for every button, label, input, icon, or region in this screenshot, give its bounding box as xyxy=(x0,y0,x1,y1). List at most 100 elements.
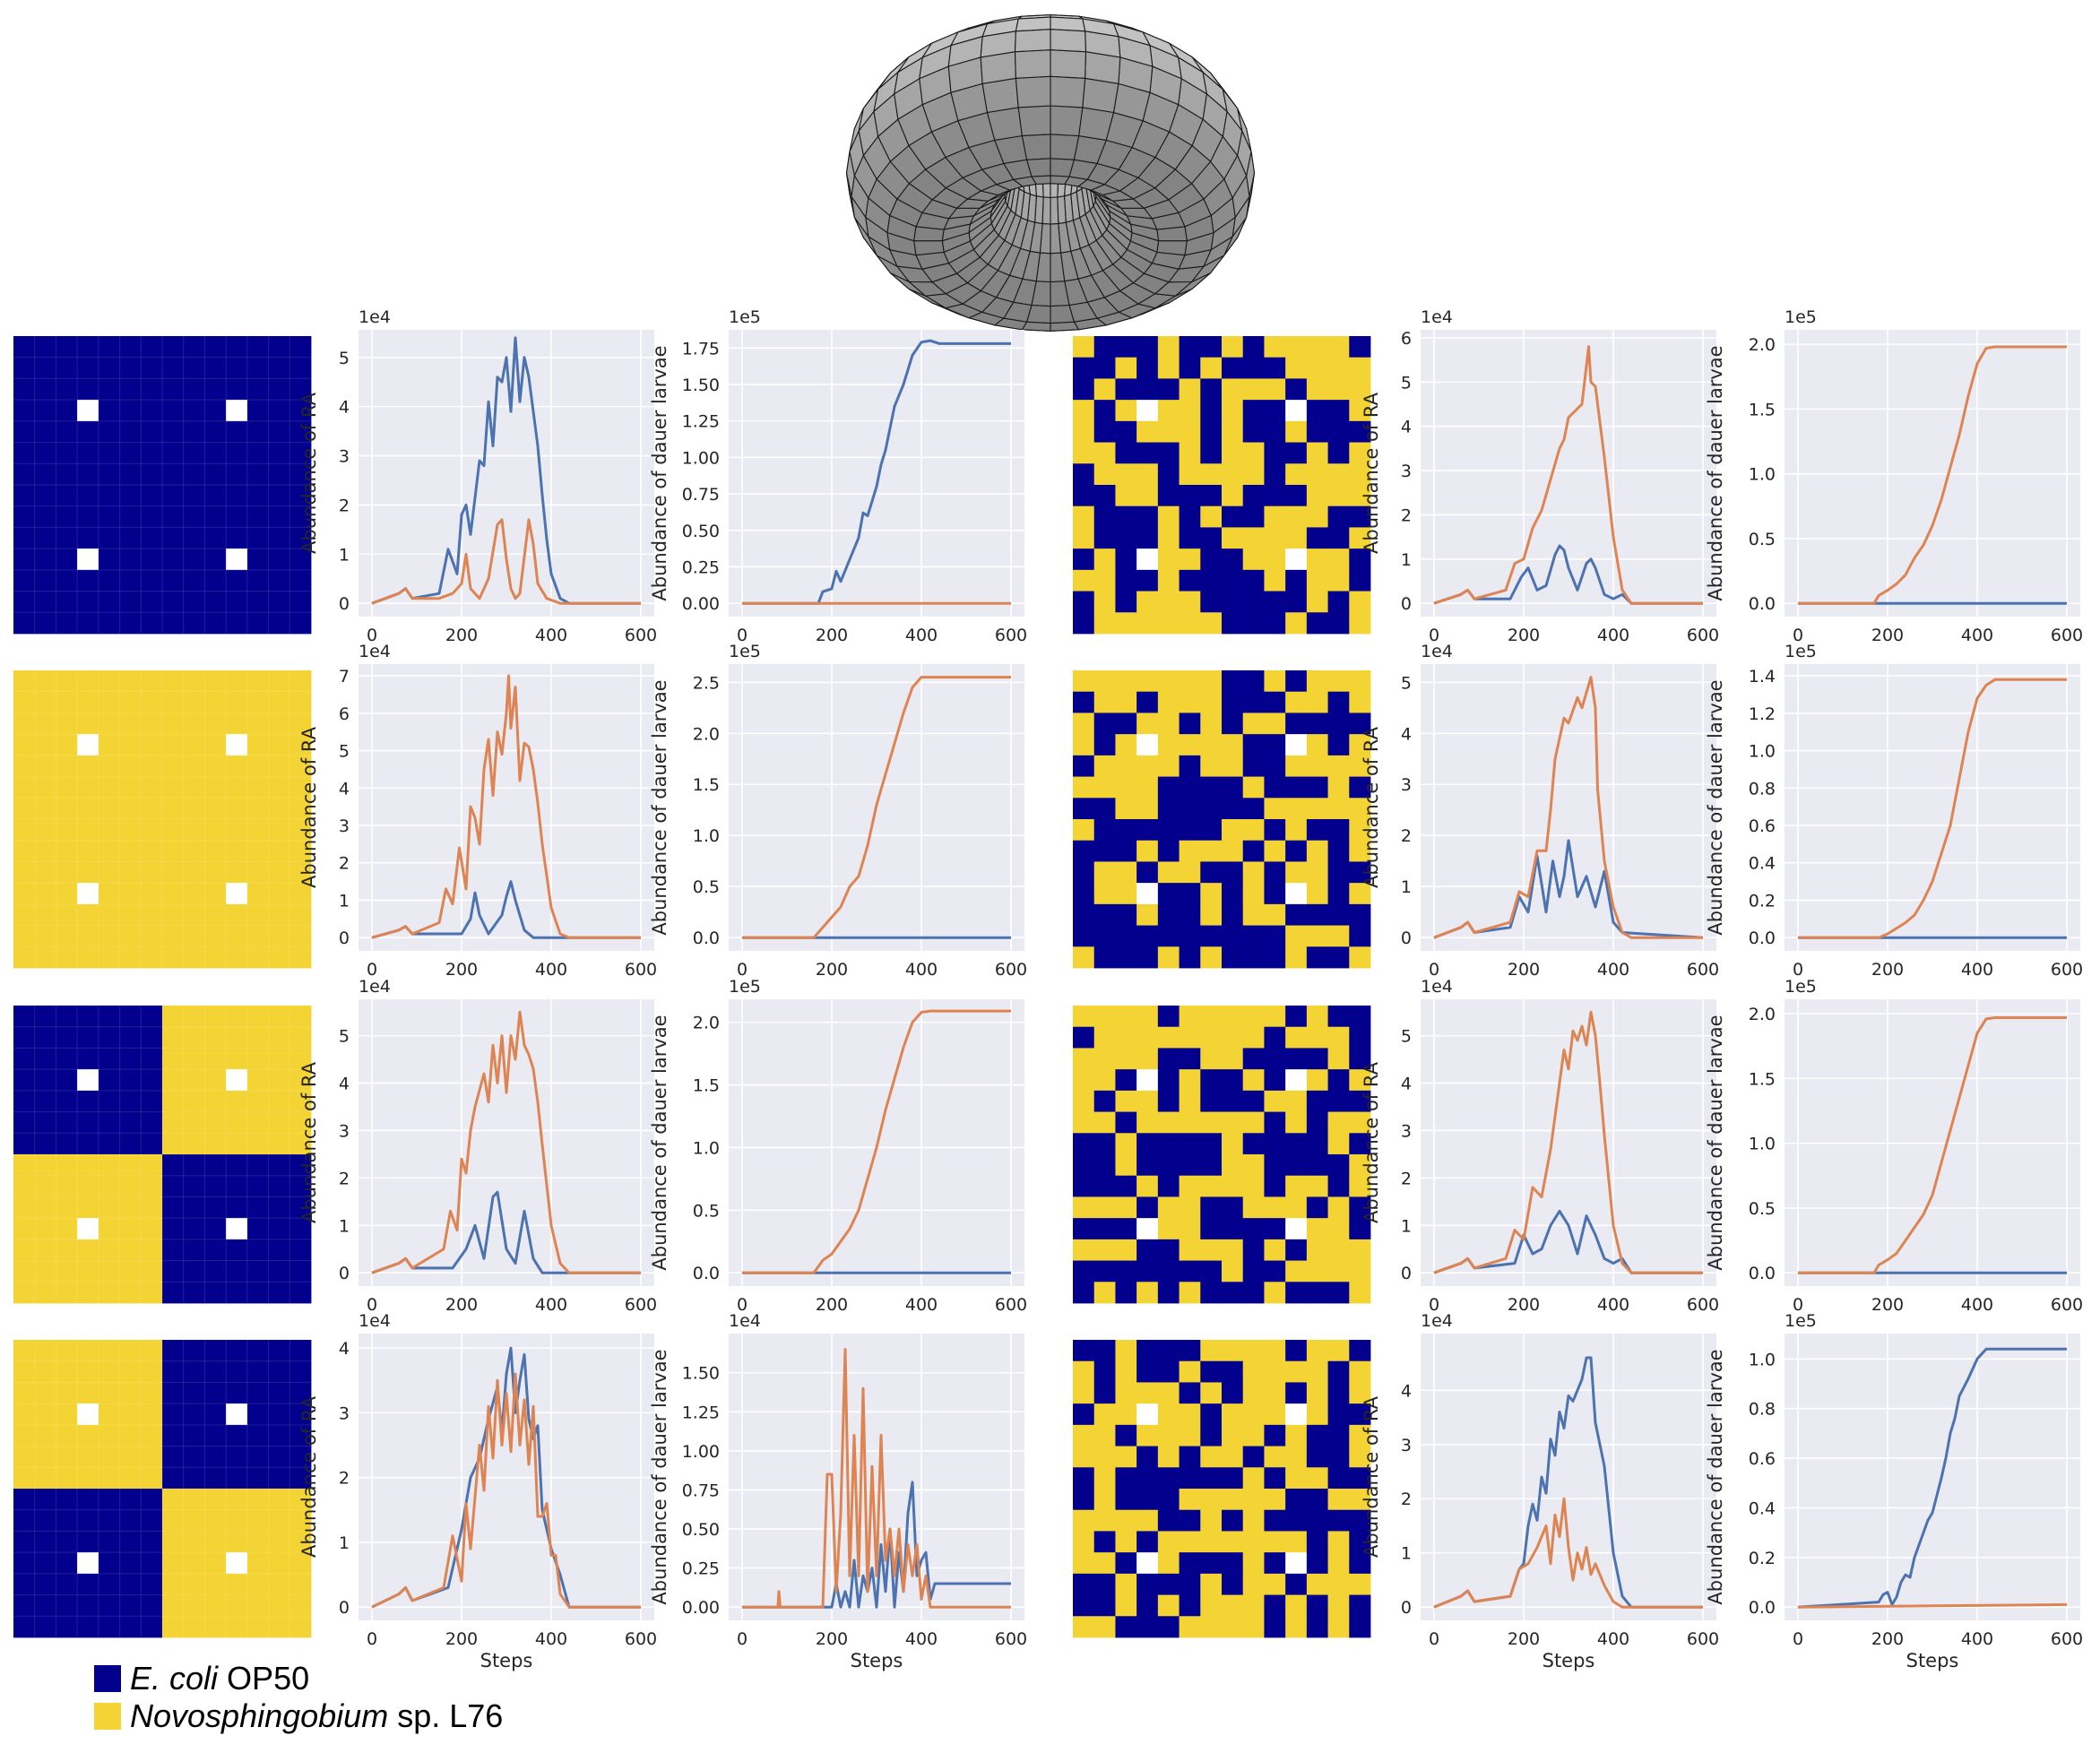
grid-cell xyxy=(1222,946,1244,969)
grid-cell xyxy=(1285,1026,1308,1049)
grid-cell xyxy=(1264,1531,1286,1553)
grid-cell xyxy=(98,1489,120,1511)
grid-cell xyxy=(162,1154,185,1177)
grid-cell xyxy=(1306,336,1328,358)
grid-cell xyxy=(1327,1026,1350,1049)
grid-cell xyxy=(162,1594,185,1617)
grid-cell xyxy=(246,1616,269,1638)
y-axis-label: Abundance of RA xyxy=(298,1395,320,1558)
grid-cell xyxy=(162,1403,185,1426)
grid-cell xyxy=(56,1552,78,1575)
grid-cell xyxy=(77,903,99,926)
grid-cell xyxy=(1285,1360,1308,1383)
grid-cell xyxy=(204,1260,227,1282)
grid-cell xyxy=(1073,485,1095,507)
grid-cell xyxy=(56,1282,78,1304)
grid-cell xyxy=(1200,1340,1223,1362)
grid-cell xyxy=(290,1509,312,1532)
series-line-orange xyxy=(1433,676,1703,939)
grid-cell xyxy=(1136,1403,1159,1426)
grid-cell xyxy=(13,336,36,358)
grid-cell xyxy=(1349,527,1371,549)
grid-cell xyxy=(1264,840,1286,862)
grid-cell xyxy=(246,1133,269,1155)
grid-cell xyxy=(141,463,163,486)
grid-cell xyxy=(77,1196,99,1219)
grid-cell xyxy=(1179,420,1201,443)
grid-cell xyxy=(1157,1531,1180,1553)
grid-cell xyxy=(246,485,269,507)
grid-cell xyxy=(1157,1175,1180,1197)
grid-cell xyxy=(141,357,163,379)
grid-cell xyxy=(1179,712,1201,735)
grid-cell xyxy=(77,1552,99,1575)
grid-cell xyxy=(119,1282,142,1304)
grid-cell xyxy=(1093,691,1116,713)
y-tick-label: 4 xyxy=(1401,1075,1412,1094)
grid-cell xyxy=(1157,612,1180,635)
torus-facet xyxy=(1015,75,1051,108)
grid-cell xyxy=(226,925,248,947)
grid-cell xyxy=(1136,336,1159,358)
grid-cell xyxy=(13,527,36,549)
grid-cell xyxy=(1200,1509,1223,1532)
x-tick-label: 400 xyxy=(535,1295,567,1315)
grid-cell xyxy=(268,1382,290,1404)
grid-cell xyxy=(204,1069,227,1092)
grid-cell xyxy=(1093,1111,1116,1134)
y-multiplier: 1e4 xyxy=(359,642,391,661)
grid-cell xyxy=(98,527,120,549)
y-tick-label: 1.50 xyxy=(682,1364,720,1384)
grid-cell xyxy=(1327,1573,1350,1595)
grid-cell xyxy=(141,840,163,862)
grid-cell xyxy=(1115,755,1137,777)
grid-cell xyxy=(1242,1260,1265,1282)
grid-cell xyxy=(1179,861,1201,884)
torus-facet xyxy=(1050,158,1076,177)
grid-cell xyxy=(13,505,36,528)
grid-cell xyxy=(1222,1594,1244,1617)
grid-cell xyxy=(1157,569,1180,592)
plot-area xyxy=(1421,664,1716,951)
grid-cell xyxy=(1306,1282,1328,1304)
grid-cell xyxy=(1327,883,1350,905)
grid-cell xyxy=(141,1026,163,1049)
y-tick-label: 1.0 xyxy=(1749,742,1776,762)
grid-cell xyxy=(1093,925,1116,947)
grid-cell xyxy=(1327,819,1350,842)
grid-cell xyxy=(1264,1616,1286,1638)
grid-cell xyxy=(1264,1446,1286,1468)
grid-cell xyxy=(226,1175,248,1197)
grid-cell xyxy=(226,1552,248,1575)
grid-cell xyxy=(1222,336,1244,358)
grid-cell xyxy=(1200,819,1223,842)
grid-cell xyxy=(98,798,120,820)
grid-cell xyxy=(141,591,163,613)
grid-cell xyxy=(204,1196,227,1219)
grid-cell xyxy=(1093,527,1116,549)
y-tick-label: 0.2 xyxy=(1749,1549,1776,1568)
grid-cell xyxy=(141,691,163,713)
x-tick-label: 600 xyxy=(625,960,657,980)
grid-cell xyxy=(1115,1531,1137,1553)
grid-cell xyxy=(98,861,120,884)
grid-cell xyxy=(1285,1239,1308,1261)
x-tick-label: 600 xyxy=(995,626,1027,645)
grid-cell xyxy=(77,1175,99,1197)
x-tick-label: 400 xyxy=(1961,1295,1993,1315)
series-line-blue xyxy=(371,336,641,605)
x-tick-label: 600 xyxy=(1687,1295,1719,1315)
grid-cell xyxy=(1200,776,1223,799)
grid-cell xyxy=(13,357,36,379)
grid-cell xyxy=(1136,1154,1159,1177)
grid-cell xyxy=(1242,1594,1265,1617)
y-tick-label: 1.2 xyxy=(1749,704,1776,724)
grid-cell xyxy=(77,1403,99,1426)
grid-cell xyxy=(268,819,290,842)
y-tick-label: 6 xyxy=(1401,329,1412,349)
grid-cell xyxy=(268,569,290,592)
grid-cell xyxy=(1179,1069,1201,1092)
y-tick-label: 0 xyxy=(1401,1598,1412,1618)
grid-cell xyxy=(77,1006,99,1028)
grid-cell xyxy=(1179,1446,1201,1468)
